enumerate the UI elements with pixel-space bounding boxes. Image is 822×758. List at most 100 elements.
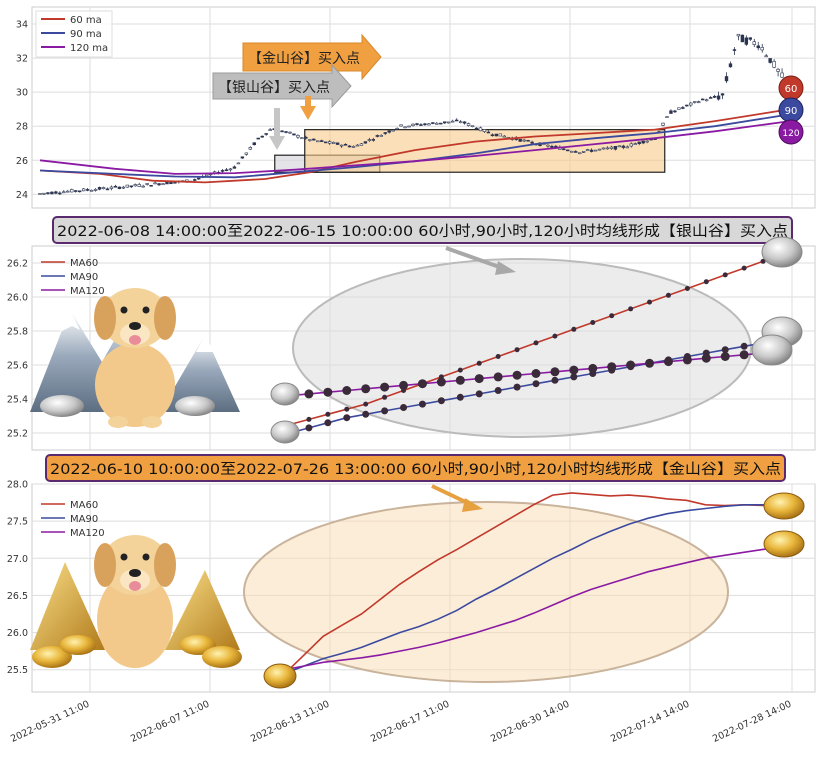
candle-body [244, 152, 249, 155]
candle-body [42, 192, 46, 195]
candle-body [470, 125, 475, 128]
candle-body [486, 131, 491, 134]
candle-body [149, 184, 153, 187]
candle-body [661, 122, 665, 126]
candle-body [327, 141, 332, 144]
candle-body [260, 135, 264, 138]
middle-point-MA90 [437, 397, 445, 405]
candle-body [81, 188, 86, 192]
candle-body [720, 93, 725, 96]
middle-point-MA60 [476, 360, 482, 366]
candle-body [697, 101, 701, 103]
gold-buy-point-label: 【金山谷】买入点 [248, 51, 360, 67]
candle-body [772, 61, 776, 68]
candle-body [109, 186, 114, 189]
candle-body [482, 129, 487, 132]
y-tick-label: 26.2 [7, 259, 28, 270]
candle-body [740, 34, 745, 43]
y-tick-label: 25.8 [7, 327, 28, 338]
ma90-badge-text: 90 [785, 106, 798, 117]
panel-frame-0 [31, 6, 816, 209]
middle-point-MA60 [665, 292, 671, 298]
y-tick-label: 25.4 [7, 395, 28, 406]
y-tick-label: 28.0 [7, 480, 28, 491]
candle-body [335, 142, 340, 145]
candle-body [518, 138, 522, 142]
candle-body [637, 141, 641, 144]
candle-body [752, 41, 756, 45]
middle-point-MA90 [381, 407, 389, 415]
middle-point-MA120 [304, 389, 314, 399]
middle-point-MA90 [343, 414, 351, 422]
candle-body [728, 63, 733, 68]
x-tick-label: 2022-06-17 11:00 [369, 699, 451, 745]
candle-body [693, 101, 697, 103]
gold-title-text: 2022-06-10 10:00:00至2022-07-26 13:00:00 … [50, 461, 781, 478]
candle-body [395, 127, 399, 130]
candle-body [50, 191, 54, 195]
middle-point-MA60 [590, 320, 596, 325]
middle-point-MA120 [342, 386, 352, 395]
legend-ma90-mid: MA90 [70, 272, 98, 283]
bottom-line-MA60 [284, 492, 783, 674]
candle-body [296, 135, 300, 138]
candle-body [522, 139, 526, 142]
bottom-line-MA120 [284, 546, 783, 671]
candle-body [77, 190, 82, 193]
x-tick-label: 2022-06-13 11:00 [249, 699, 331, 745]
middle-point-MA60 [363, 401, 369, 407]
candle-body [669, 110, 673, 114]
middle-point-MA60 [495, 354, 501, 359]
y-tick-label: 26.5 [7, 591, 28, 602]
candle-body [407, 125, 411, 128]
candle-body [93, 189, 98, 191]
candle-body [760, 47, 764, 51]
legend-ma60-mid: MA60 [70, 258, 98, 269]
middle-point-MA120 [682, 355, 692, 365]
legend-120ma: 120 ma [70, 43, 108, 54]
candle-body [38, 193, 42, 195]
candle-body [625, 146, 630, 149]
middle-point-MA90 [305, 424, 313, 432]
middle-point-MA60 [344, 406, 350, 412]
gold-ingot-icons-bottom [263, 492, 805, 689]
candle-body [574, 151, 578, 153]
candle-body [673, 110, 677, 113]
candle-body [169, 181, 173, 185]
legend-ma90-bot: MA90 [70, 514, 98, 525]
candle-body [768, 58, 772, 63]
candle-body [494, 133, 499, 137]
middle-point-MA90 [418, 400, 426, 408]
bottom-line-MA90 [284, 504, 783, 675]
middle-point-MA120 [455, 375, 465, 385]
candle-body [121, 186, 126, 189]
candle-body [252, 142, 256, 146]
candle-body [621, 145, 626, 148]
candle-body [581, 151, 586, 153]
silver-ingot-icons-middle [270, 236, 803, 444]
candle-body [347, 145, 352, 148]
candle-body [85, 189, 90, 191]
candle-body [324, 141, 328, 144]
candle-body [633, 143, 637, 145]
middle-point-MA60 [552, 333, 558, 339]
candle-body [681, 107, 685, 109]
candle-body [570, 150, 574, 153]
middle-point-MA120 [626, 360, 636, 370]
gold-buy-point-arrow: 【金山谷】买入点 [242, 33, 382, 81]
candle-body [343, 143, 348, 146]
candle-body [423, 123, 427, 126]
middle-point-MA90 [362, 410, 370, 418]
x-tick-label: 2022-07-14 14:00 [609, 699, 691, 745]
y-tick-label: 25.2 [7, 429, 28, 440]
middle-point-MA60 [382, 394, 388, 400]
middle-legend: MA60 MA90 MA120 [41, 258, 105, 297]
candle-body [550, 145, 554, 148]
candle-body [137, 184, 141, 187]
candle-body [157, 183, 161, 186]
candle-body [46, 192, 50, 194]
candle-body [165, 181, 169, 185]
middle-point-MA60 [760, 258, 766, 264]
candle-body [391, 129, 395, 132]
